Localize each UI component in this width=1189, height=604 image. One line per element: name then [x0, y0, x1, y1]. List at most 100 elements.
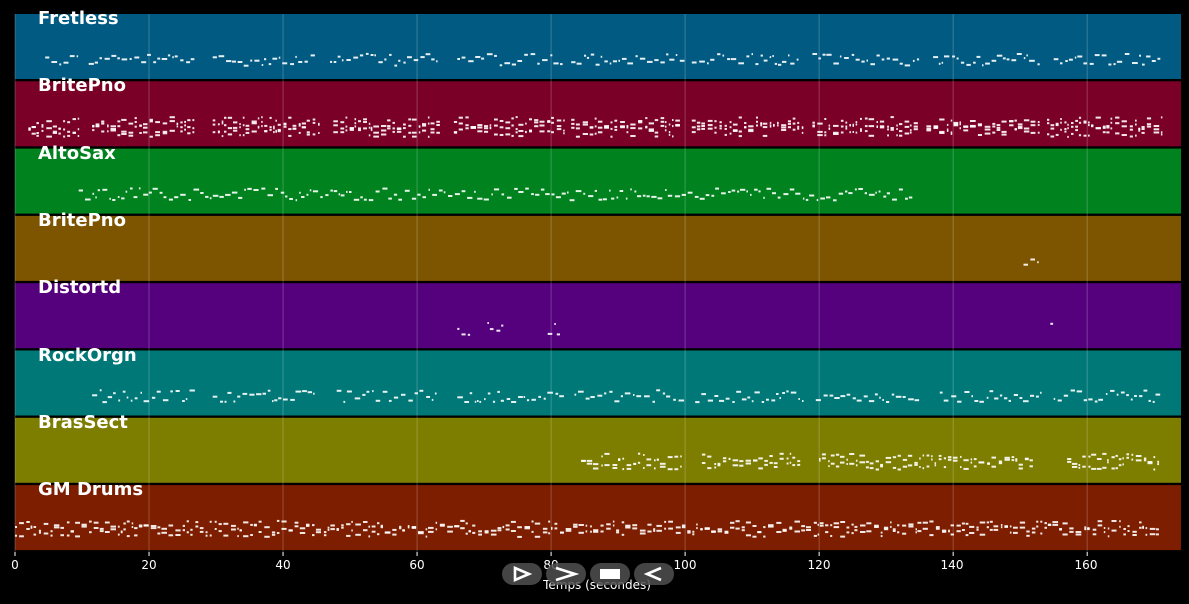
- note-mark: [432, 193, 437, 196]
- note-mark: [973, 458, 977, 461]
- note-mark: [1024, 457, 1029, 460]
- note-mark: [475, 56, 481, 58]
- note-mark: [407, 56, 412, 59]
- stop-button[interactable]: [590, 563, 630, 585]
- note-mark: [849, 462, 855, 465]
- note-mark: [506, 398, 511, 400]
- note-mark: [802, 400, 804, 402]
- note-mark: [50, 534, 53, 537]
- note-mark: [860, 129, 862, 132]
- note-mark: [315, 531, 321, 534]
- note-mark: [292, 124, 297, 127]
- note-mark: [371, 530, 376, 533]
- note-mark: [373, 135, 379, 138]
- note-mark: [914, 399, 920, 402]
- note-mark: [370, 129, 373, 132]
- note-mark: [242, 124, 245, 127]
- note-mark: [1153, 468, 1156, 471]
- note-mark: [41, 125, 44, 128]
- note-mark: [99, 389, 102, 392]
- note-mark: [772, 55, 774, 57]
- note-mark: [15, 526, 17, 528]
- note-mark: [514, 187, 518, 190]
- note-mark: [1157, 57, 1161, 60]
- rewind-button[interactable]: [634, 563, 674, 585]
- note-mark: [1004, 525, 1008, 528]
- note-mark: [635, 55, 638, 58]
- note-mark: [642, 194, 646, 197]
- note-mark: [1143, 457, 1147, 460]
- note-mark: [280, 191, 285, 194]
- note-mark: [59, 63, 62, 66]
- note-mark: [1149, 533, 1156, 536]
- note-mark: [942, 529, 947, 532]
- play-button[interactable]: [502, 563, 542, 585]
- note-mark: [782, 529, 787, 532]
- note-mark: [92, 124, 95, 127]
- note-mark: [306, 193, 309, 196]
- note-mark: [161, 527, 167, 530]
- note-mark: [1126, 394, 1129, 397]
- note-mark: [497, 527, 502, 530]
- note-mark: [590, 53, 595, 56]
- note-mark: [363, 198, 367, 201]
- x-tick-label: 20: [141, 558, 157, 572]
- note-mark: [662, 392, 666, 395]
- note-mark: [714, 126, 717, 129]
- note-mark: [333, 131, 338, 134]
- note-mark: [792, 456, 796, 459]
- note-mark: [134, 121, 137, 123]
- note-mark: [845, 190, 848, 193]
- note-mark: [310, 54, 315, 57]
- note-mark: [593, 529, 599, 532]
- note-mark: [1116, 393, 1119, 396]
- note-mark: [134, 56, 140, 59]
- note-mark: [854, 525, 858, 528]
- note-mark: [984, 128, 991, 131]
- note-mark: [447, 530, 453, 533]
- note-mark: [1115, 454, 1118, 457]
- note-mark: [497, 390, 500, 393]
- note-mark: [996, 129, 1001, 131]
- note-mark: [1068, 58, 1073, 61]
- note-mark: [597, 394, 603, 397]
- note-mark: [633, 462, 637, 465]
- note-mark: [52, 132, 57, 134]
- note-mark: [389, 53, 392, 56]
- note-mark: [110, 128, 116, 130]
- note-mark: [874, 526, 879, 528]
- note-mark: [874, 393, 878, 396]
- note-mark: [880, 535, 883, 538]
- note-mark: [388, 197, 392, 200]
- note-mark: [786, 390, 789, 393]
- note-mark: [707, 124, 713, 127]
- note-mark: [408, 124, 412, 127]
- note-mark: [392, 528, 397, 531]
- note-mark: [1023, 400, 1029, 403]
- note-mark: [902, 532, 907, 535]
- note-mark: [1026, 530, 1030, 533]
- note-mark: [711, 194, 715, 197]
- note-mark: [798, 398, 800, 400]
- note-mark: [465, 124, 469, 127]
- note-mark: [1052, 521, 1059, 524]
- note-mark: [553, 62, 559, 65]
- note-mark: [892, 466, 897, 469]
- note-mark: [637, 461, 641, 464]
- note-mark: [569, 199, 575, 202]
- note-mark: [604, 126, 609, 129]
- note-mark: [1127, 525, 1130, 528]
- note-mark: [1110, 117, 1113, 120]
- note-mark: [977, 134, 982, 136]
- note-mark: [1083, 134, 1087, 137]
- note-mark: [295, 390, 302, 393]
- note-mark: [974, 400, 979, 402]
- fast-forward-button[interactable]: [546, 563, 586, 585]
- note-mark: [699, 197, 705, 200]
- note-mark: [1103, 531, 1106, 534]
- note-mark: [1143, 459, 1147, 462]
- note-mark: [97, 189, 100, 192]
- note-mark: [896, 128, 898, 130]
- note-mark: [840, 535, 846, 538]
- note-mark: [943, 466, 947, 469]
